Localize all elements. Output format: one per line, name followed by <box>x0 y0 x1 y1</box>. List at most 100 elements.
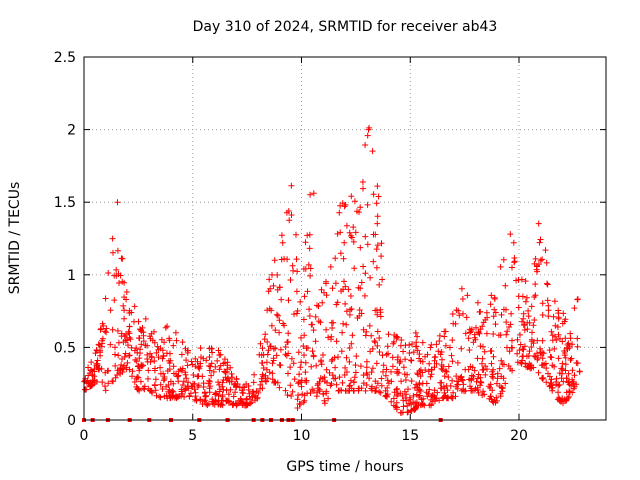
data-point <box>214 357 221 364</box>
data-point <box>491 296 498 302</box>
data-point <box>537 345 543 352</box>
data-point <box>376 349 383 355</box>
data-point <box>307 191 314 198</box>
data-point <box>212 363 219 370</box>
data-point <box>96 365 103 372</box>
data-point <box>304 232 311 239</box>
data-point <box>511 258 518 265</box>
data-point <box>521 343 528 350</box>
data-point <box>121 307 128 314</box>
data-point <box>442 392 449 399</box>
data-point <box>118 361 125 368</box>
data-point <box>426 360 433 367</box>
data-point <box>349 234 355 241</box>
data-point <box>221 356 228 363</box>
data-point <box>229 402 236 408</box>
data-point <box>432 398 438 405</box>
data-point <box>299 391 306 398</box>
data-point <box>488 360 495 367</box>
data-point <box>267 343 273 350</box>
data-point <box>225 391 232 398</box>
data-point <box>272 345 279 352</box>
data-point <box>374 242 381 249</box>
data-point <box>360 372 367 379</box>
data-point <box>372 339 379 346</box>
data-point <box>123 331 129 338</box>
data-point <box>356 307 363 313</box>
data-point <box>574 296 581 303</box>
data-point <box>398 337 405 343</box>
data-point <box>337 250 344 257</box>
data-point <box>408 407 415 414</box>
data-point <box>532 281 539 288</box>
data-point <box>362 142 369 148</box>
data-point <box>112 344 118 351</box>
data-point <box>373 264 380 271</box>
data-point <box>166 335 173 342</box>
data-point <box>503 306 509 313</box>
x-tick-label: 5 <box>188 428 197 444</box>
data-point <box>442 342 449 349</box>
y-tick-label: 0 <box>67 413 76 429</box>
data-point <box>502 380 509 387</box>
data-point <box>206 377 213 384</box>
data-point <box>389 363 396 370</box>
data-point <box>546 347 553 354</box>
data-point <box>224 359 231 366</box>
data-point <box>94 357 101 364</box>
data-point <box>243 396 250 403</box>
data-point <box>431 357 438 364</box>
data-point <box>369 365 376 372</box>
data-point <box>482 371 489 378</box>
data-point <box>374 380 381 387</box>
data-point <box>563 389 570 396</box>
data-point <box>190 372 197 378</box>
data-point <box>427 373 434 380</box>
data-point <box>239 389 246 396</box>
data-point <box>563 375 570 382</box>
data-point <box>348 340 355 347</box>
data-point <box>491 306 498 313</box>
data-point <box>140 362 146 369</box>
data-point <box>360 185 366 192</box>
data-point <box>388 398 395 405</box>
data-point <box>195 373 202 380</box>
data-point <box>203 401 210 408</box>
data-point <box>517 341 524 348</box>
data-point <box>368 369 375 376</box>
data-point <box>573 381 580 388</box>
data-point <box>277 362 284 369</box>
data-point <box>131 347 138 354</box>
data-point <box>388 368 394 375</box>
data-point <box>376 335 383 341</box>
data-point <box>468 326 475 333</box>
data-point <box>486 395 493 402</box>
data-point <box>378 240 385 247</box>
data-point <box>273 352 280 359</box>
data-point <box>509 264 515 271</box>
data-point <box>291 311 297 318</box>
x-tick-label: 15 <box>401 428 419 444</box>
data-point <box>534 350 540 357</box>
data-point <box>540 350 547 357</box>
data-point <box>366 375 373 382</box>
data-point <box>107 307 114 314</box>
data-point <box>121 315 128 322</box>
data-point <box>293 256 300 263</box>
data-point <box>314 389 321 396</box>
data-point <box>544 297 551 304</box>
data-point <box>570 385 577 392</box>
data-point <box>303 379 310 385</box>
data-point <box>270 357 277 364</box>
data-point <box>537 236 544 243</box>
data-point <box>554 324 561 330</box>
data-point <box>343 354 350 361</box>
data-point <box>393 392 400 399</box>
data-point <box>414 347 421 354</box>
data-point <box>278 296 285 303</box>
data-point <box>487 301 494 308</box>
data-point <box>453 373 460 380</box>
data-point <box>117 367 124 373</box>
data-point <box>93 347 100 353</box>
data-point <box>488 292 495 299</box>
